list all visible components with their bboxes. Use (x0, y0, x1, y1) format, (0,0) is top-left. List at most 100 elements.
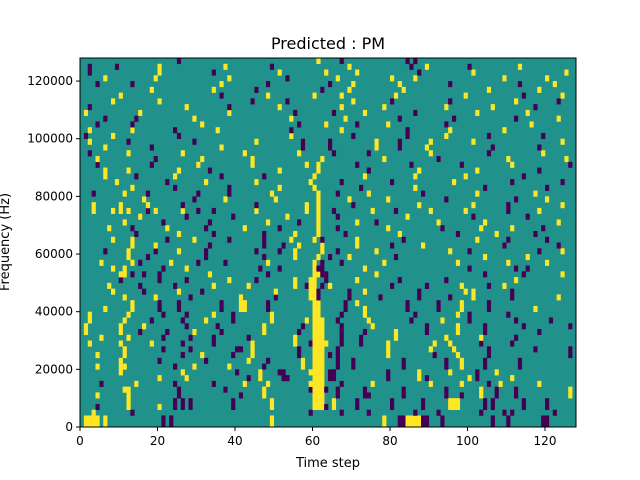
heatmap-cell (486, 86, 492, 93)
heatmap-cell (320, 242, 325, 249)
heatmap-cell (506, 202, 511, 209)
heatmap-cell (250, 340, 255, 347)
heatmap-cell (114, 179, 120, 186)
heatmap-cell (525, 254, 530, 261)
heatmap-cell (455, 259, 461, 266)
heatmap-cell (448, 403, 453, 411)
heatmap-cell (405, 300, 410, 307)
heatmap-cell (103, 421, 108, 428)
heatmap-cell (351, 132, 356, 140)
heatmap-cell (320, 375, 325, 382)
heatmap-cell (266, 81, 271, 88)
heatmap-cell (215, 127, 220, 134)
heatmap-cell (297, 150, 302, 157)
heatmap-cell (169, 415, 174, 422)
heatmap-cell (266, 219, 271, 226)
heatmap-cell (99, 259, 104, 266)
heatmap-cell (510, 288, 515, 295)
heatmap-cell (324, 69, 329, 76)
heatmap-cell (184, 375, 189, 382)
heatmap-cell (355, 277, 360, 284)
heatmap-cell (184, 323, 189, 330)
heatmap-cell (304, 202, 309, 209)
heatmap-cell (316, 265, 321, 272)
heatmap-cell (421, 398, 426, 405)
heatmap-cell (545, 196, 550, 203)
heatmap-cell (331, 375, 337, 382)
heatmap-cell (227, 190, 232, 197)
heatmap-cell (316, 334, 321, 341)
heatmap-cell (211, 311, 216, 318)
heatmap-cell (316, 294, 321, 301)
y-tick-label: 20000 (35, 362, 73, 376)
heatmap-cell (87, 127, 92, 134)
heatmap-cell (455, 311, 461, 318)
heatmap-cell (405, 421, 410, 428)
heatmap-cell (126, 150, 131, 157)
heatmap-cell (250, 352, 255, 359)
heatmap-cell (173, 380, 178, 387)
heatmap-cell (184, 104, 189, 111)
heatmap-cell (312, 386, 317, 393)
heatmap-cell (142, 271, 147, 278)
heatmap-cell (568, 161, 573, 168)
heatmap-cell (494, 230, 499, 238)
heatmap-cell (393, 207, 399, 214)
heatmap-cell (211, 207, 216, 214)
heatmap-cell (335, 363, 340, 370)
heatmap-cell (440, 421, 445, 428)
heatmap-cell (359, 184, 364, 191)
heatmap-cell (320, 346, 325, 353)
heatmap-cell (126, 254, 131, 261)
heatmap-cell (281, 375, 286, 382)
heatmap-cell (428, 380, 433, 387)
heatmap-cell (312, 346, 317, 353)
heatmap-cell (335, 190, 340, 197)
heatmap-cell (145, 190, 151, 197)
heatmap-cell (459, 380, 464, 387)
heatmap-cell (486, 150, 492, 157)
heatmap-cell (122, 386, 127, 393)
heatmap-cell (467, 317, 472, 324)
heatmap-cell (192, 138, 197, 145)
heatmap-cell (103, 415, 108, 422)
heatmap-cell (514, 265, 519, 272)
heatmap-cell (486, 380, 492, 387)
heatmap-cell (219, 173, 224, 180)
x-axis-label: Time step (295, 456, 360, 471)
heatmap-cell (122, 317, 127, 324)
heatmap-cell (308, 380, 313, 387)
y-tick-label: 60000 (35, 247, 73, 261)
heatmap-cell (134, 230, 139, 238)
heatmap-cell (118, 92, 123, 99)
heatmap-cell (157, 271, 162, 278)
heatmap-cell (95, 121, 100, 128)
heatmap-cell (545, 75, 550, 82)
heatmap-cell (479, 409, 484, 416)
heatmap-cell (510, 161, 515, 168)
heatmap-cell (506, 207, 511, 214)
heatmap-cell (316, 230, 321, 238)
heatmap-cell (273, 196, 278, 203)
heatmap-cell (393, 334, 399, 341)
heatmap-cell (235, 346, 240, 353)
heatmap-cell (227, 184, 232, 191)
heatmap-cell (397, 81, 402, 88)
heatmap-cell (316, 352, 321, 359)
heatmap-cell (95, 352, 100, 359)
heatmap-cell (502, 75, 507, 82)
heatmap-cell (157, 357, 162, 364)
heatmap-cell (556, 219, 561, 226)
heatmap-cell (424, 323, 430, 330)
heatmap-cell (157, 63, 162, 70)
heatmap-cell (525, 213, 530, 220)
heatmap-cell (401, 421, 406, 428)
heatmap-cell (455, 230, 461, 238)
heatmap-cell (111, 236, 116, 243)
heatmap-cell (320, 334, 325, 341)
heatmap-cell (312, 357, 317, 364)
heatmap-cell (308, 277, 313, 284)
heatmap-cell (568, 346, 573, 353)
heatmap-cell (142, 288, 147, 295)
heatmap-cell (122, 265, 127, 272)
